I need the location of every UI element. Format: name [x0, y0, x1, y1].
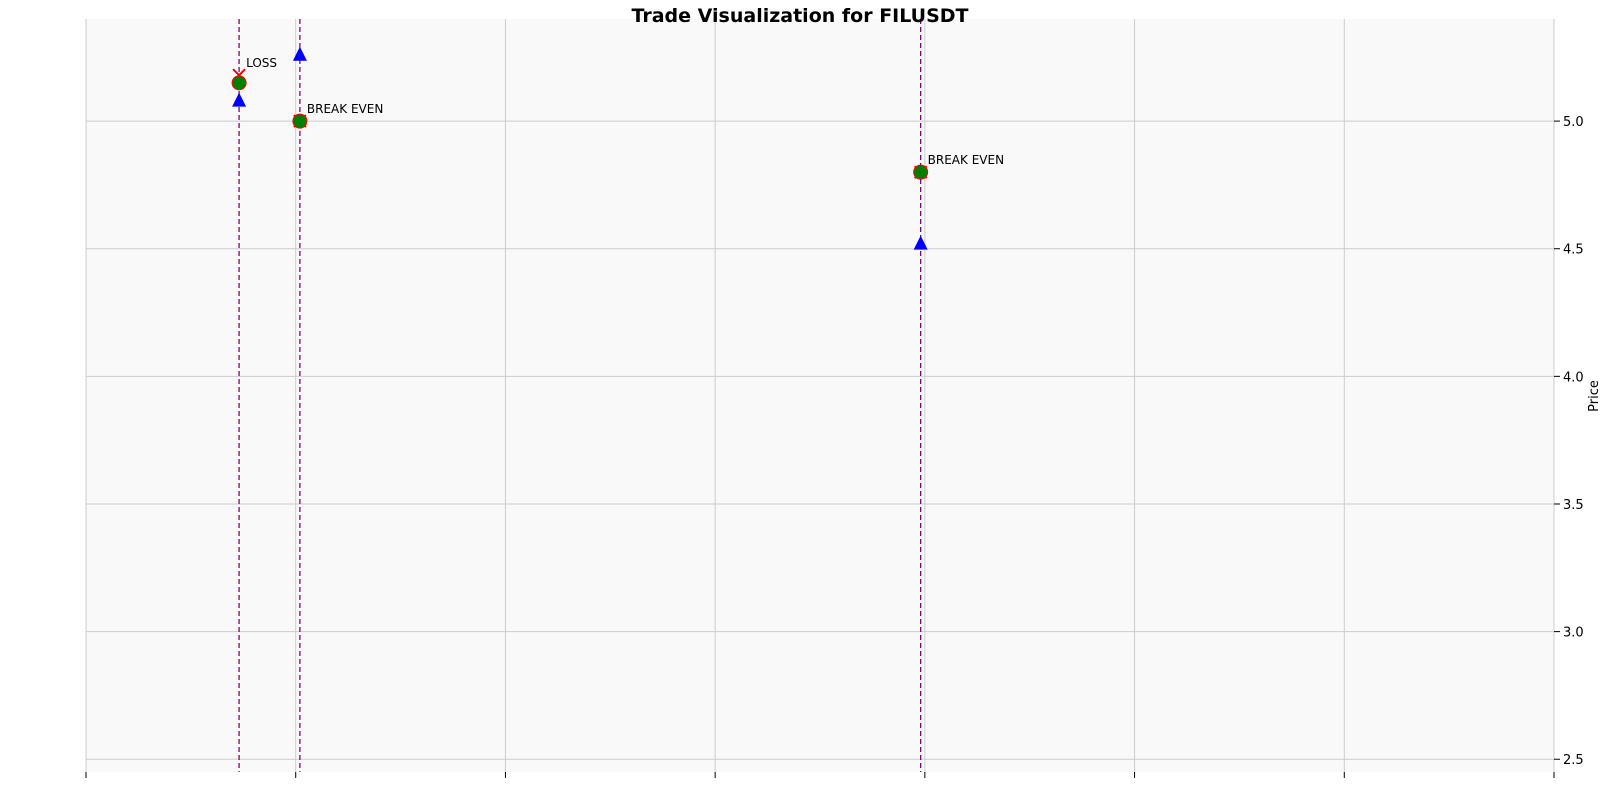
trade-result-label: BREAK EVEN: [307, 102, 383, 116]
y-tick-label: 2.5: [1563, 753, 1584, 768]
y-axis-label: Price: [1587, 380, 1600, 412]
plot-background: [86, 19, 1554, 772]
x-axis-ticks: [85, 772, 1555, 778]
trade-result-label: LOSS: [246, 56, 277, 70]
exit-marker: [292, 113, 308, 129]
y-tick-label: 4.0: [1563, 370, 1584, 385]
exit-marker: [913, 164, 929, 180]
trade-result-label: BREAK EVEN: [928, 153, 1004, 167]
trade-annotations: LOSS BREAK EVEN BREAK EVEN: [246, 56, 1004, 167]
entry-marker: [913, 235, 928, 250]
y-tick-label: 3.0: [1563, 626, 1584, 641]
y-tick-label: 3.5: [1563, 498, 1584, 513]
entry-marker: [292, 46, 307, 61]
chart-title: Trade Visualization for FILUSDT: [631, 5, 968, 27]
trade-markers: [231, 46, 929, 250]
exit-marker: [231, 75, 247, 91]
grid-lines: [85, 19, 1555, 772]
y-axis-ticks: 2.5 3.0 3.5 4.0 4.5 5.0: [1554, 115, 1584, 768]
trade-lines: [238, 19, 922, 772]
y-tick-label: 5.0: [1563, 115, 1584, 130]
entry-marker: [232, 92, 247, 107]
y-tick-label: 4.5: [1563, 243, 1584, 258]
